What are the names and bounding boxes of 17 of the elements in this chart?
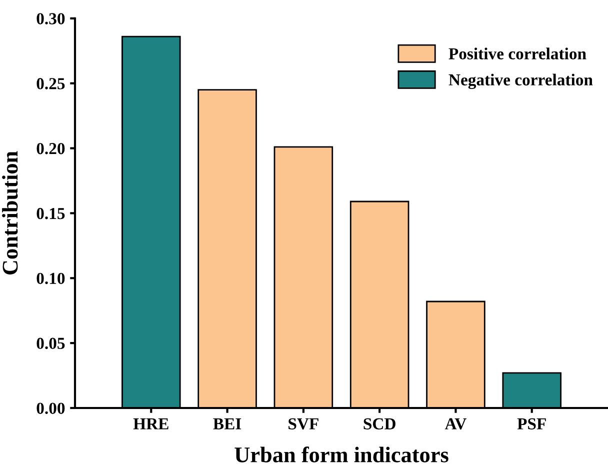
x-tick-label: SCD [364, 418, 396, 430]
y-tick-label: 0.25 [36, 78, 65, 90]
y-tick-label: 0.20 [36, 142, 65, 154]
x-axis-title: Urban form indicators [234, 446, 448, 462]
y-tick-label: 0.30 [36, 13, 65, 24]
x-tick-label: SVF [288, 418, 318, 430]
y-tick-label: 0.15 [36, 208, 65, 220]
y-axis-title: Contribution [2, 151, 18, 274]
y-tick-label: 0.05 [36, 338, 65, 350]
x-tick-label: BEI [213, 418, 242, 430]
y-tick-label: 0.10 [36, 272, 65, 284]
legend-label: Negative correlation [448, 74, 593, 89]
legend-label: Positive correlation [448, 48, 586, 60]
y-tick-label: 0.00 [36, 402, 65, 414]
x-tick-label: AV [444, 418, 466, 430]
x-tick-label: PSF [517, 418, 546, 430]
x-tick-label: HRE [133, 418, 168, 430]
